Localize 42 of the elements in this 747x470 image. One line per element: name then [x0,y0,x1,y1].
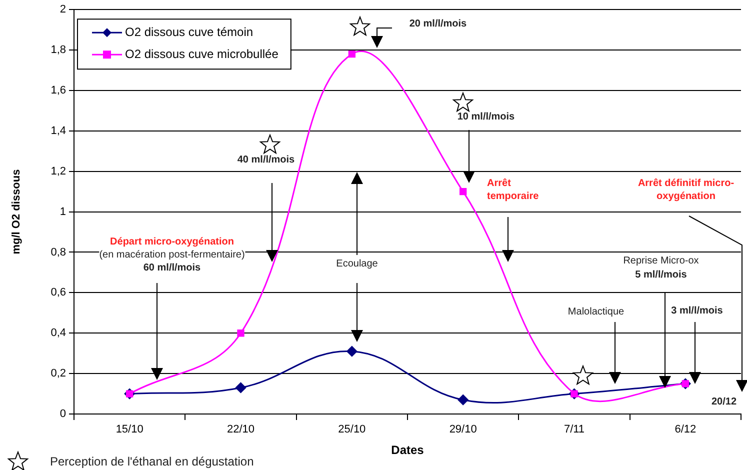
annotation: Ecoulage [336,258,378,270]
y-tick-label: 1,2 [50,165,66,178]
y-tick-label: 0,4 [50,327,66,340]
annotation: Arrêt définitif micro-oxygénation [636,177,736,203]
x-tick-label: 22/10 [226,424,255,436]
annotation: 3 ml/l/mois [671,304,723,318]
x-tick-label: 15/10 [116,424,144,436]
y-tick-label: 0 [60,408,66,420]
y-tick-label: 1 [60,206,66,218]
point [236,382,246,393]
annotation: 20/12 [711,396,737,408]
annotation: 5 ml/l/mois [635,268,687,282]
text: Perception de l'éthanal en dégustation [50,454,254,468]
point [458,394,468,406]
x-tick-label: 29/10 [449,424,477,436]
annotation: 60 ml/l/mois [143,262,201,274]
y-tick-label: 0,8 [50,246,66,258]
point [237,330,244,337]
annotation: 20 ml/l/mois [409,18,467,30]
annotation: Départ micro-oxygénation [110,236,234,248]
point [348,50,356,58]
annotation: (en macération post-fermentaire) [99,248,245,262]
x-tick-label: 7/11 [564,424,585,436]
y-tick-label: 1,4 [50,124,66,137]
y-tick-label: 1,8 [50,44,66,56]
annotation: Malolactique [568,306,624,318]
annotation: Reprise Micro-ox [623,254,699,268]
x-tick-label: 6/12 [674,424,696,436]
x-axis-title: Dates [391,443,424,458]
annotation: 10 ml/l/mois [457,110,515,124]
y-tick-label: 2 [60,4,66,16]
point [346,346,358,357]
y-tick-label: 1,6 [50,84,66,97]
legend-label: O2 dissous cuve témoin [125,24,254,39]
x-tick-label: 25/10 [338,424,366,436]
point [460,188,467,196]
y-tick-label: 0,2 [50,368,66,380]
annotation: Arrêt temporaire [487,177,540,203]
y-axis-title: mg/l O2 dissous [10,169,23,254]
legend-label: O2 dissous cuve microbullée [125,46,279,61]
y-tick-label: 0,6 [50,286,66,299]
annotation: 40 ml/l/mois [237,154,295,166]
